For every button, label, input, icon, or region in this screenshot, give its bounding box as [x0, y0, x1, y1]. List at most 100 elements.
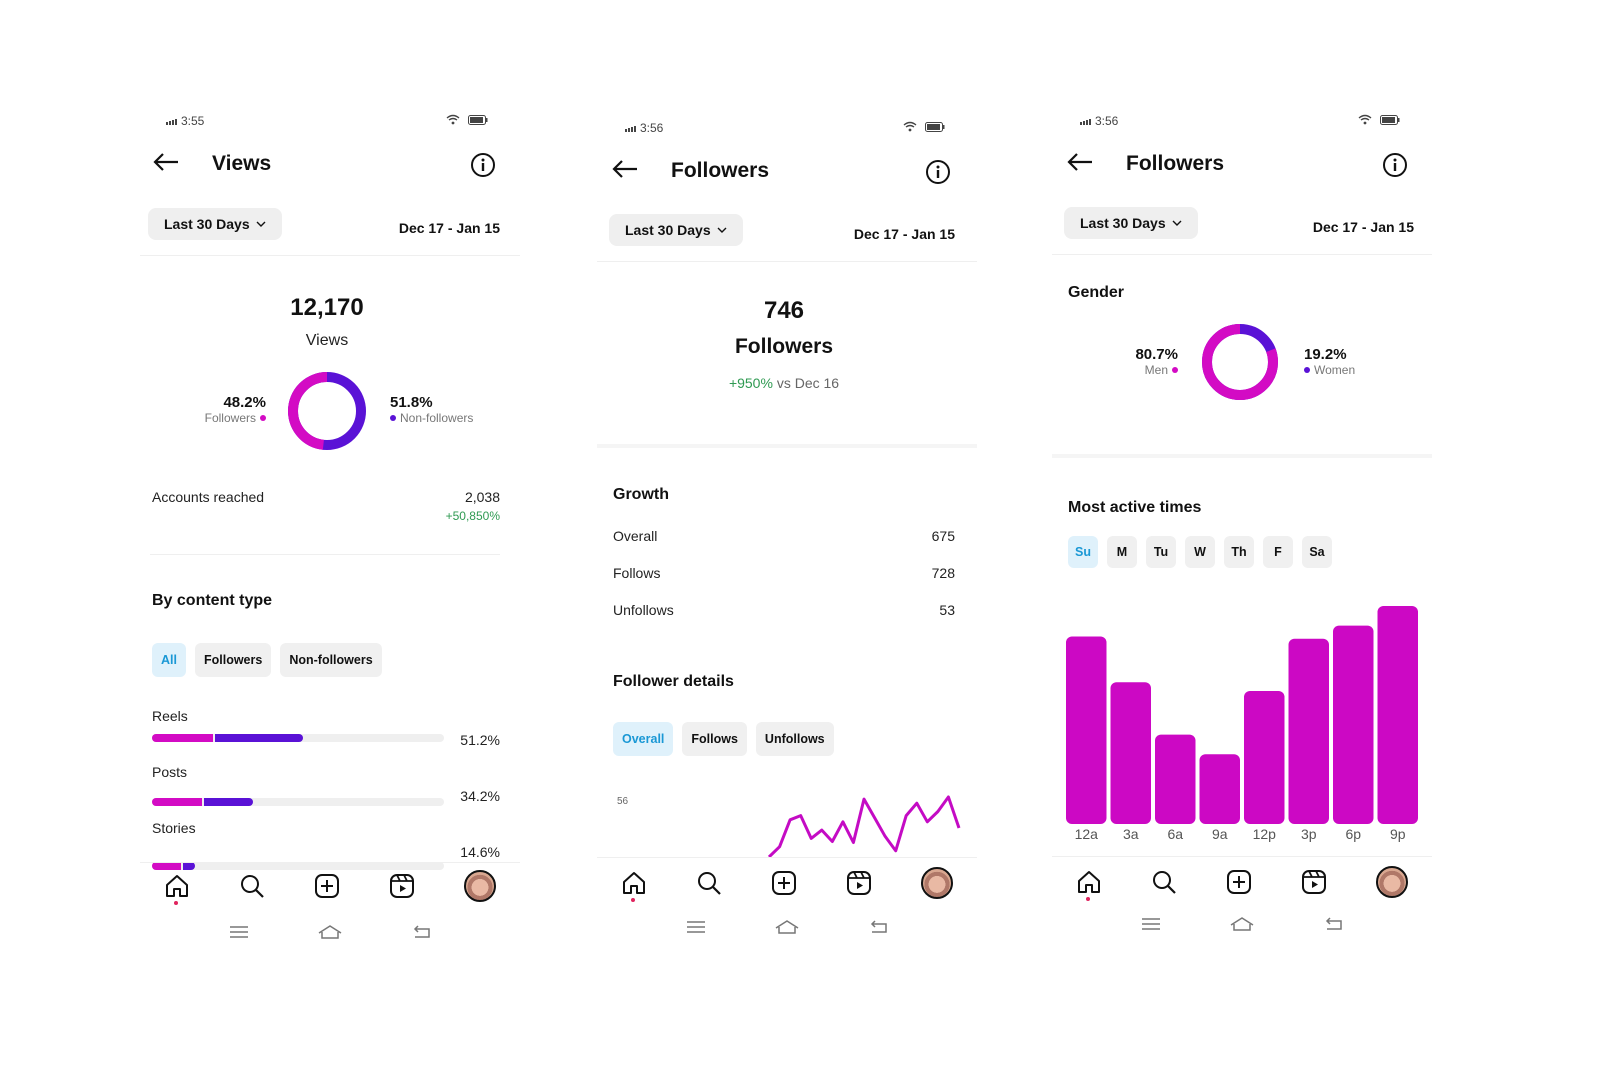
content-type-bar [152, 862, 444, 870]
bar[interactable] [1199, 754, 1241, 824]
info-icon[interactable] [470, 152, 496, 183]
menu-icon[interactable] [686, 920, 706, 934]
bar[interactable] [1155, 734, 1196, 824]
bar[interactable] [1377, 606, 1419, 824]
men-pct: 80.7% [1135, 346, 1178, 363]
nonfollowers-pct: 51.8% [390, 394, 433, 411]
filter-followers[interactable]: Followers [194, 643, 272, 677]
growth-title: Growth [613, 486, 669, 503]
content-type-label: Stories [152, 820, 196, 836]
nav-home[interactable] [164, 873, 190, 905]
range-selector[interactable]: Last 30 Days [1064, 207, 1198, 239]
search-icon[interactable] [239, 873, 265, 899]
bar[interactable] [1288, 638, 1330, 824]
men-share: 80.7% Men [1106, 346, 1178, 377]
bar[interactable] [1066, 636, 1107, 825]
profile-avatar[interactable] [920, 867, 953, 899]
back-arrow-icon[interactable] [152, 150, 180, 176]
bar-x-labels: 12a 3a 6a 9a 12p 3p 6p 9p [1066, 826, 1418, 846]
menu-icon[interactable] [229, 925, 249, 939]
system-back-icon[interactable] [868, 920, 888, 934]
day-tab[interactable]: F [1263, 536, 1293, 568]
back-arrow-icon[interactable] [1066, 150, 1094, 176]
day-selector: Su M Tu W Th F Sa [1068, 536, 1332, 568]
bar-nonfollowers-segment [215, 734, 303, 742]
system-home-icon[interactable] [1229, 916, 1255, 932]
reels-icon[interactable] [1301, 869, 1327, 895]
range-selector[interactable]: Last 30 Days [609, 214, 743, 246]
day-tab[interactable]: W [1185, 536, 1215, 568]
filter-all[interactable]: All [152, 643, 186, 677]
bar-x-label: 9a [1212, 826, 1228, 842]
bar[interactable] [1110, 682, 1152, 824]
followers-dot [260, 415, 266, 421]
status-icons [446, 114, 488, 125]
page-title: Views [212, 152, 272, 175]
nav-home[interactable] [1076, 869, 1102, 901]
date-range: Dec 17 - Jan 15 [853, 226, 955, 242]
bar-x-label: 3p [1301, 826, 1317, 842]
filter-nonfollowers[interactable]: Non-followers [280, 643, 382, 677]
create-icon[interactable] [771, 870, 797, 896]
reels-icon[interactable] [389, 873, 415, 899]
search-icon[interactable] [696, 870, 722, 896]
day-tab[interactable]: Su [1068, 536, 1098, 568]
reels-icon[interactable] [846, 870, 872, 896]
content-type-value: 34.2% [460, 788, 500, 804]
system-back-icon[interactable] [1323, 917, 1343, 931]
page-title: Followers [671, 159, 770, 182]
signal-icon [166, 117, 177, 125]
growth-row-label: Unfollows [613, 602, 674, 618]
system-home-icon[interactable] [774, 919, 800, 935]
range-selector[interactable]: Last 30 Days [148, 208, 282, 240]
men-dot [1172, 367, 1178, 373]
follower-details-title: Follower details [613, 673, 734, 690]
nav-home[interactable] [621, 870, 647, 902]
status-bar-time: 3:56 [1080, 114, 1118, 128]
bar[interactable] [1333, 625, 1374, 824]
bar-x-label: 12p [1252, 826, 1276, 842]
notification-dot [631, 898, 636, 902]
bar-x-label: 9p [1390, 826, 1406, 842]
filter-overall[interactable]: Overall [613, 722, 674, 756]
day-tab[interactable]: Tu [1146, 536, 1176, 568]
accounts-reached-change: +50,850% [445, 509, 500, 523]
gender-title: Gender [1068, 284, 1125, 301]
create-icon[interactable] [314, 873, 340, 899]
bar[interactable] [1244, 691, 1285, 824]
bar-nonfollowers-segment [183, 862, 195, 870]
system-nav-bar [597, 919, 977, 935]
growth-row-label: Overall [613, 528, 658, 544]
info-icon[interactable] [925, 159, 951, 190]
active-times-bar-chart [1066, 606, 1419, 825]
profile-avatar[interactable] [1375, 866, 1408, 898]
wifi-icon [1358, 114, 1372, 125]
battery-icon [925, 121, 945, 132]
profile-avatar[interactable] [463, 870, 496, 902]
create-icon[interactable] [1226, 869, 1252, 895]
page-title: Followers [1126, 152, 1225, 175]
bar-followers-segment [152, 798, 202, 806]
home-icon [166, 875, 189, 897]
men-legend: Men [1106, 363, 1178, 377]
views-total-label: Views [305, 332, 349, 349]
back-arrow-icon[interactable] [611, 157, 639, 183]
system-home-icon[interactable] [317, 924, 343, 940]
men-legend-label: Men [1144, 363, 1168, 377]
day-tab[interactable]: M [1107, 536, 1137, 568]
info-icon[interactable] [1382, 152, 1408, 183]
filter-unfollows[interactable]: Unfollows [755, 722, 834, 756]
content-type-title: By content type [152, 592, 273, 609]
nonfollowers-legend: Non-followers [390, 411, 473, 425]
battery-icon [468, 114, 488, 125]
system-back-icon[interactable] [411, 925, 431, 939]
day-tab[interactable]: Th [1224, 536, 1254, 568]
day-tab[interactable]: Sa [1302, 536, 1332, 568]
menu-icon[interactable] [1141, 917, 1161, 931]
search-icon[interactable] [1151, 869, 1177, 895]
bottom-nav [1052, 866, 1432, 901]
notification-dot [1086, 897, 1091, 901]
filter-follows[interactable]: Follows [682, 722, 747, 756]
nonfollowers-share: 51.8% Non-followers [390, 394, 473, 425]
status-icons [1358, 114, 1400, 125]
